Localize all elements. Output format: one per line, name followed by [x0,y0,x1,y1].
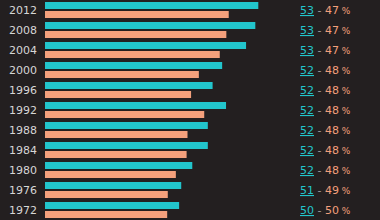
svg-text:1996: 1996 [9,84,37,97]
svg-text:52 - 48 %: 52 - 48 % [300,164,351,177]
svg-text:2000: 2000 [9,64,37,77]
svg-text:2004: 2004 [9,44,37,57]
svg-text:1980: 1980 [9,164,37,177]
svg-text:52 - 48 %: 52 - 48 % [300,104,351,117]
svg-text:52 - 48 %: 52 - 48 % [300,64,351,77]
svg-text:1972: 1972 [9,204,37,217]
svg-text:53 - 47 %: 53 - 47 % [300,44,351,57]
svg-text:2012: 2012 [9,4,37,17]
svg-text:53 - 47 %: 53 - 47 % [300,24,351,37]
svg-text:52 - 48 %: 52 - 48 % [300,124,351,137]
svg-text:53 - 47 %: 53 - 47 % [300,4,351,17]
svg-text:50 - 50 %: 50 - 50 % [300,204,351,217]
svg-text:52 - 48 %: 52 - 48 % [300,84,351,97]
svg-text:52 - 48 %: 52 - 48 % [300,144,351,157]
svg-text:51 - 49 %: 51 - 49 % [300,184,351,197]
svg-text:1988: 1988 [9,124,37,137]
svg-text:1984: 1984 [9,144,37,157]
svg-text:1976: 1976 [9,184,37,197]
svg-text:2008: 2008 [9,24,37,37]
svg-text:1992: 1992 [9,104,37,117]
